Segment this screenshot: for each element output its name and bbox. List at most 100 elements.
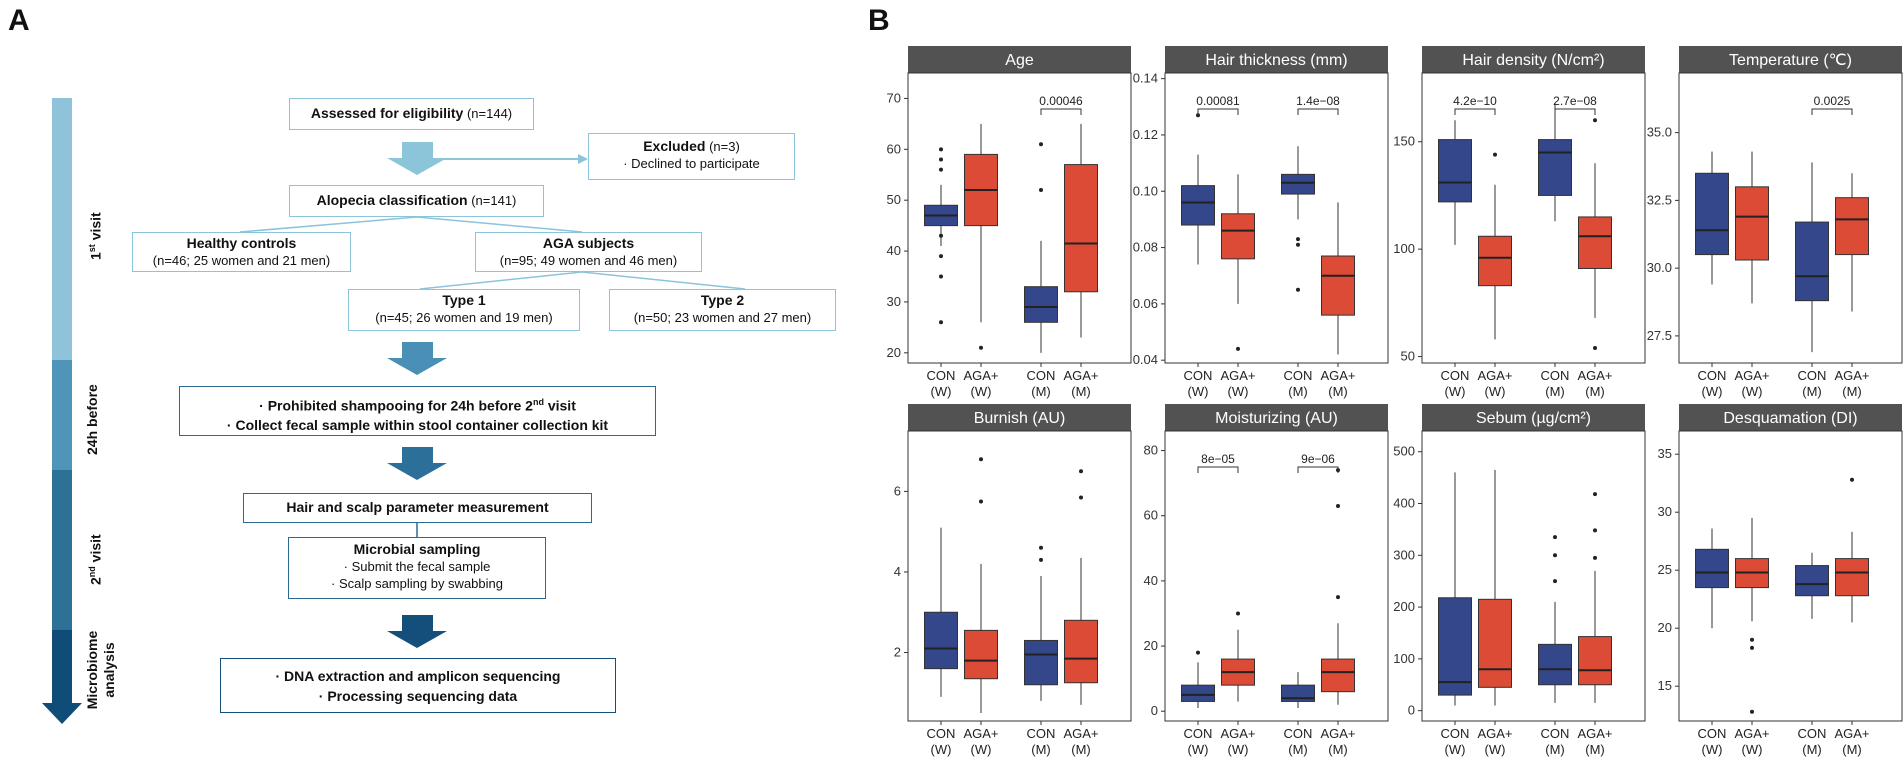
y-tick-label: 6 bbox=[894, 483, 901, 498]
box bbox=[1221, 213, 1255, 260]
x-tick-label: (M) bbox=[1071, 384, 1091, 399]
x-tick-label: AGA+ bbox=[963, 726, 998, 741]
box bbox=[1438, 139, 1472, 203]
y-tick-label: 0.06 bbox=[1133, 296, 1158, 311]
type1-detail: (n=45; 26 women and 19 men) bbox=[375, 310, 553, 325]
outlier-point bbox=[939, 233, 943, 238]
box bbox=[1735, 186, 1769, 261]
x-tick-label: CON bbox=[1284, 726, 1313, 741]
panel-frame bbox=[1421, 430, 1646, 722]
x-tick-label: (M) bbox=[1802, 742, 1822, 757]
x-tick-label: (W) bbox=[1188, 384, 1209, 399]
outlier-point bbox=[1336, 503, 1340, 508]
outlier-point bbox=[939, 274, 943, 279]
y-tick-label: 20 bbox=[887, 345, 901, 360]
x-tick-label: (W) bbox=[1485, 384, 1506, 399]
p-value-label: 1.4e−08 bbox=[1296, 94, 1340, 108]
phase-segment-24h-before bbox=[52, 360, 72, 470]
x-tick-label: (M) bbox=[1288, 384, 1308, 399]
y-tick-label: 40 bbox=[1144, 573, 1158, 588]
x-tick-label: (W) bbox=[971, 384, 992, 399]
y-tick-label: 50 bbox=[1401, 349, 1415, 364]
x-tick-label: AGA+ bbox=[1834, 368, 1869, 383]
x-tick-label: CON bbox=[1541, 726, 1570, 741]
y-tick-label: 70 bbox=[887, 90, 901, 105]
panel-frame bbox=[1678, 72, 1903, 364]
y-tick-label: 35 bbox=[1658, 446, 1672, 461]
x-tick-label: AGA+ bbox=[1063, 368, 1098, 383]
outlier-point bbox=[1593, 118, 1597, 123]
x-tick-label: CON bbox=[1798, 368, 1827, 383]
panel-title: Age bbox=[1005, 52, 1034, 69]
phase-segment-1st-visit bbox=[52, 98, 72, 360]
x-tick-label: (W) bbox=[1188, 742, 1209, 757]
outlier-point bbox=[939, 167, 943, 172]
sampling-box: Microbial sampling · Submit the fecal sa… bbox=[288, 537, 546, 599]
box bbox=[1538, 139, 1572, 196]
y-tick-label: 0.12 bbox=[1133, 127, 1158, 142]
y-tick-label: 100 bbox=[1393, 241, 1415, 256]
boxplot-panel: Temperature (℃)27.530.032.535.0CON(W)AGA… bbox=[1647, 46, 1903, 399]
y-tick-label: 150 bbox=[1393, 134, 1415, 149]
excluded-reason: · Declined to participate bbox=[623, 156, 760, 171]
box bbox=[1181, 185, 1215, 226]
phase-segment-analysis bbox=[52, 630, 72, 705]
panel-title: Hair thickness (mm) bbox=[1205, 52, 1347, 69]
y-tick-label: 20 bbox=[1658, 620, 1672, 635]
y-tick-label: 0.10 bbox=[1133, 183, 1158, 198]
outlier-point bbox=[1296, 242, 1300, 247]
boxplot-panel: Burnish (AU)246CON(W)AGA+(W)CON(M)AGA+(M… bbox=[894, 404, 1132, 757]
outlier-point bbox=[1039, 188, 1043, 193]
x-tick-label: (M) bbox=[1802, 384, 1822, 399]
x-tick-label: CON bbox=[1184, 368, 1213, 383]
analysis-line-1: · DNA extraction and amplicon sequencing bbox=[275, 668, 561, 684]
x-tick-label: (M) bbox=[1328, 742, 1348, 757]
outlier-point bbox=[1553, 579, 1557, 584]
outlier-point bbox=[1493, 152, 1497, 157]
x-tick-label: CON bbox=[1184, 726, 1213, 741]
outlier-point bbox=[1079, 495, 1083, 500]
x-tick-label: (M) bbox=[1842, 742, 1862, 757]
type2-title: Type 2 bbox=[700, 292, 745, 308]
healthy-controls-box: Healthy controls (n=46; 25 women and 21 … bbox=[132, 232, 351, 272]
aga-title: AGA subjects bbox=[542, 235, 635, 251]
panel-a-letter: A bbox=[8, 4, 30, 37]
outlier-point bbox=[979, 345, 983, 350]
flow-connectors bbox=[239, 142, 746, 648]
x-tick-label: AGA+ bbox=[1320, 368, 1355, 383]
outlier-point bbox=[1553, 535, 1557, 540]
x-tick-label: (W) bbox=[971, 742, 992, 757]
outlier-point bbox=[1236, 611, 1240, 616]
y-tick-label: 50 bbox=[887, 192, 901, 207]
healthy-title: Healthy controls bbox=[186, 235, 297, 251]
measurement-box: Hair and scalp parameter measurement bbox=[243, 493, 592, 523]
analysis-box: · DNA extraction and amplicon sequencing… bbox=[220, 658, 616, 713]
outlier-point bbox=[1296, 287, 1300, 292]
box bbox=[1478, 235, 1512, 287]
measurement-title: Hair and scalp parameter measurement bbox=[286, 499, 549, 515]
box bbox=[924, 611, 958, 670]
phase-segment-2nd-visit bbox=[52, 470, 72, 630]
x-tick-label: AGA+ bbox=[1577, 368, 1612, 383]
x-tick-label: AGA+ bbox=[1577, 726, 1612, 741]
x-tick-label: CON bbox=[1027, 726, 1056, 741]
x-tick-label: AGA+ bbox=[1834, 726, 1869, 741]
aga-detail: (n=95; 49 women and 46 men) bbox=[499, 253, 678, 268]
phase-arrow-head bbox=[42, 703, 82, 724]
box bbox=[1835, 558, 1869, 597]
x-tick-label: CON bbox=[927, 726, 956, 741]
x-tick-label: (M) bbox=[1545, 742, 1565, 757]
box bbox=[1024, 639, 1058, 686]
significance-bracket bbox=[1197, 466, 1239, 473]
p-value-label: 2.7e−08 bbox=[1553, 94, 1597, 108]
aga-subjects-box: AGA subjects (n=95; 49 women and 46 men) bbox=[475, 232, 702, 272]
x-tick-label: AGA+ bbox=[963, 368, 998, 383]
x-tick-label: CON bbox=[1441, 368, 1470, 383]
box bbox=[1578, 216, 1612, 269]
panel-strip bbox=[1422, 46, 1645, 73]
boxplot-panel: Sebum (µg/cm²)0100200300400500CON(W)AGA+… bbox=[1393, 404, 1646, 757]
y-tick-label: 0 bbox=[1151, 703, 1158, 718]
x-tick-label: (W) bbox=[931, 742, 952, 757]
outlier-point bbox=[1079, 469, 1083, 474]
x-tick-label: (W) bbox=[1742, 384, 1763, 399]
